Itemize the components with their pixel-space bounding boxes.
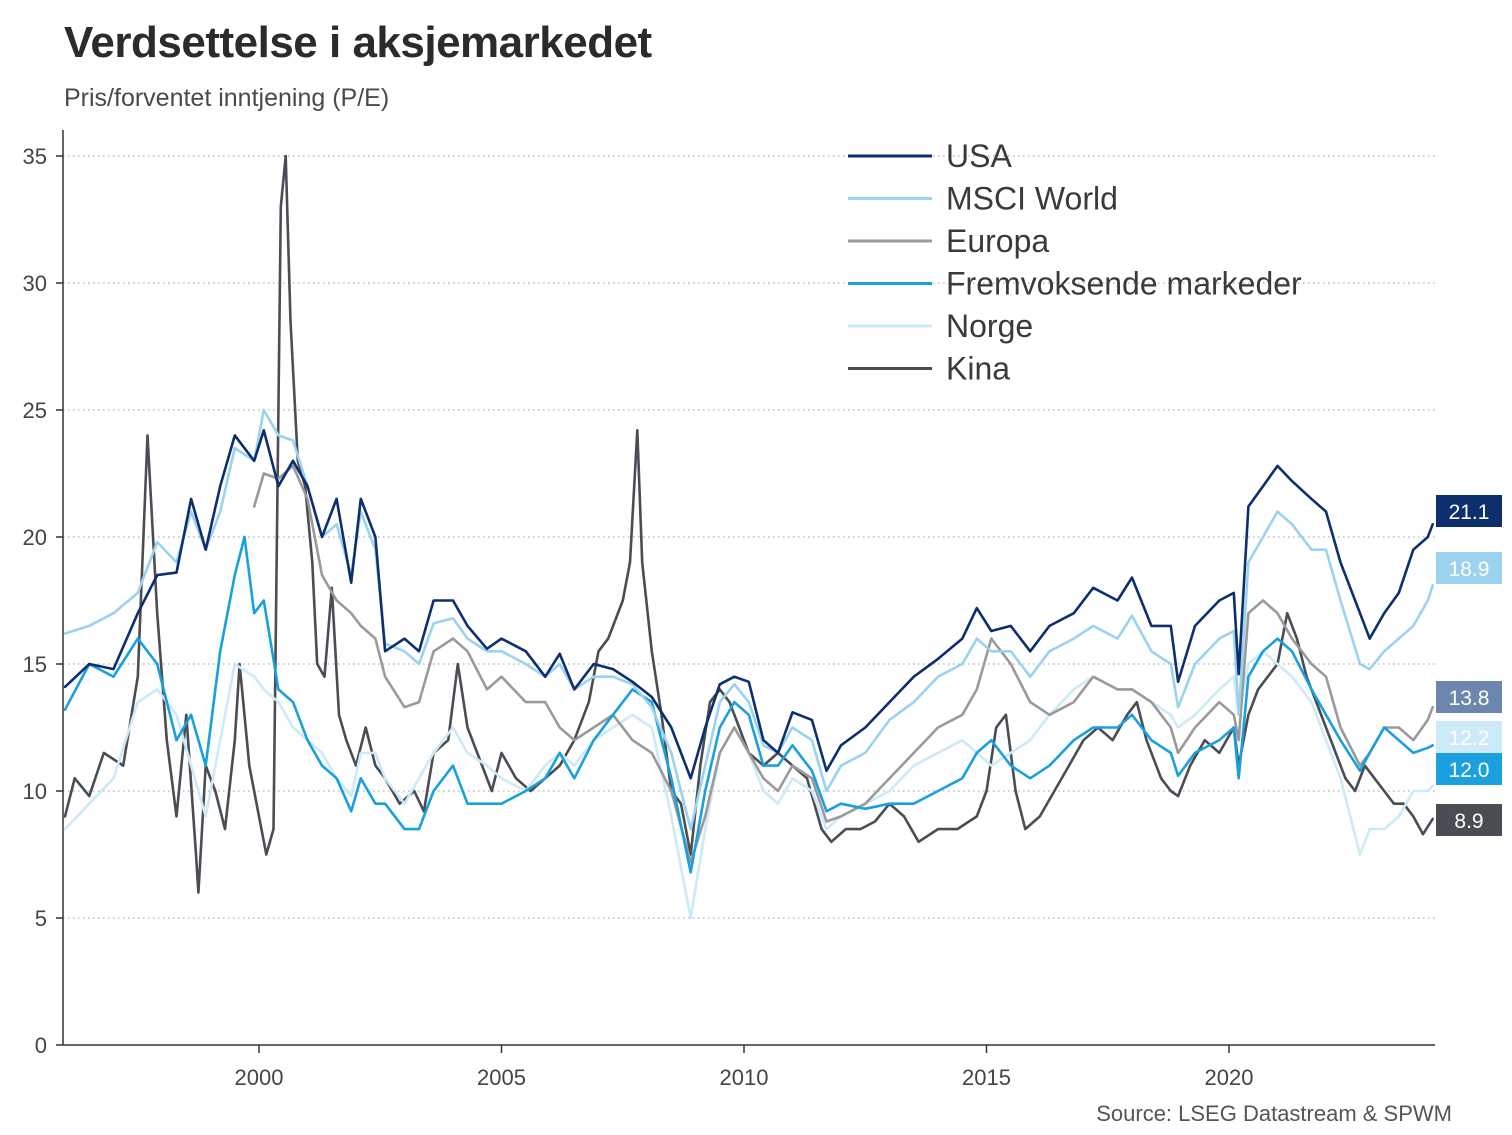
end-label-2: 13.8 <box>1449 687 1490 710</box>
end-label-box-4 <box>1436 721 1502 753</box>
end-label-box-2 <box>1436 681 1502 713</box>
series-line-norge <box>63 650 1434 920</box>
end-label-1: 18.9 <box>1449 558 1490 581</box>
chart-subtitle: Pris/forventet inntjening (P/E) <box>64 84 390 112</box>
x-tick-label-2005: 2005 <box>477 1065 526 1090</box>
end-label-4: 12.2 <box>1449 727 1490 750</box>
x-tick-label-2020: 2020 <box>1205 1065 1254 1090</box>
legend-label-1: MSCI World <box>946 181 1118 217</box>
y-tick-label-20: 20 <box>23 525 47 550</box>
source-note: Source: LSEG Datastream & SPWM <box>1096 1101 1452 1126</box>
series-line-msci-world <box>63 408 1434 831</box>
end-label-0: 21.1 <box>1449 501 1490 524</box>
y-tick-label-0: 0 <box>35 1033 47 1058</box>
y-tick-label-10: 10 <box>23 779 47 804</box>
grid-lines <box>63 155 1435 919</box>
end-label-5: 8.9 <box>1454 810 1483 833</box>
end-label-box-0 <box>1436 495 1502 527</box>
x-tick-label-2010: 2010 <box>720 1065 769 1090</box>
series-line-fremvoksende-markeder <box>63 535 1434 874</box>
legend-label-4: Norge <box>946 308 1033 344</box>
legend-label-3: Fremvoksende markeder <box>946 266 1302 302</box>
y-tick-label-35: 35 <box>23 144 47 169</box>
legend: USA MSCI World Europa Fremvoksende markeder… <box>848 138 1302 387</box>
end-label-box-5 <box>1436 804 1502 836</box>
y-tick-label-30: 30 <box>23 271 47 296</box>
end-label-box-1 <box>1436 552 1502 584</box>
legend-label-5: Kina <box>946 351 1010 387</box>
axes: 0 5 10 15 20 25 30 35 2000 2005 2010 2015 2020 <box>23 130 1435 1090</box>
legend-label-2: Europa <box>946 223 1049 259</box>
end-value-labels: 21.1 18.9 13.8 12.2 12.0 8.9 <box>1436 495 1502 836</box>
end-label-3: 12.0 <box>1449 759 1490 782</box>
series-lines <box>63 154 1434 920</box>
chart-title: Verdsettelse i aksjemarkedet <box>64 18 652 67</box>
end-label-box-3 <box>1436 753 1502 785</box>
x-tick-label-2015: 2015 <box>962 1065 1011 1090</box>
series-line-usa <box>63 429 1434 780</box>
x-tick-label-2000: 2000 <box>235 1065 284 1090</box>
y-tick-label-5: 5 <box>35 906 47 931</box>
y-tick-label-25: 25 <box>23 398 47 423</box>
series-line-europa <box>252 464 1434 864</box>
legend-label-0: USA <box>946 138 1012 174</box>
y-tick-label-15: 15 <box>23 652 47 677</box>
